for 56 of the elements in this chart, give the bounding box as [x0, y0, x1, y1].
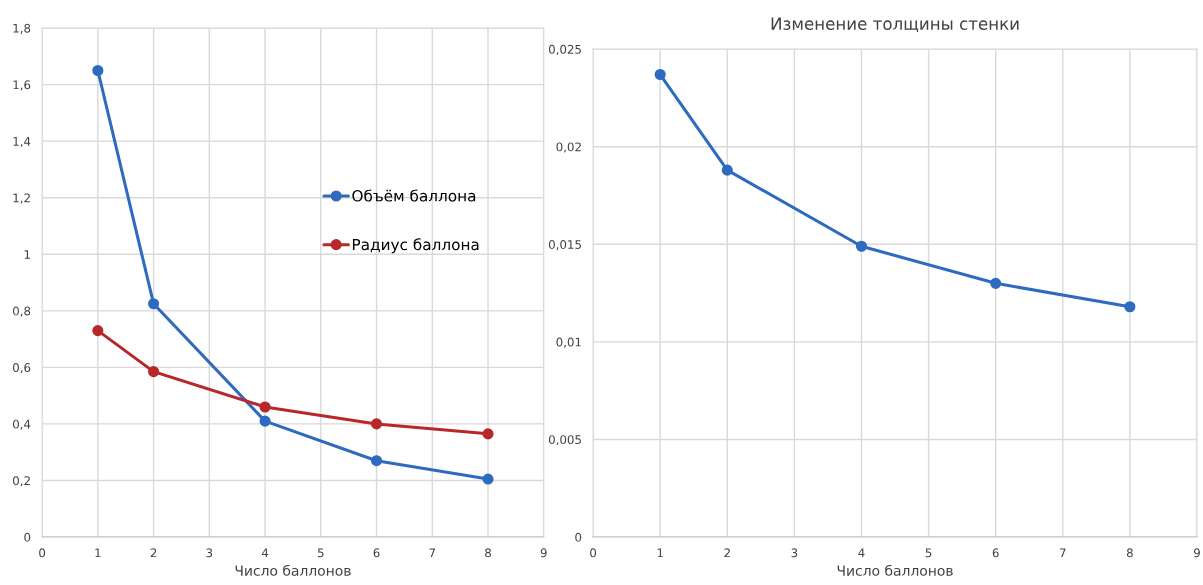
- y-tick-label: 0,02: [556, 142, 581, 153]
- x-tick-label: 7: [429, 548, 436, 558]
- x-tick-label: 3: [206, 548, 213, 558]
- x-axis-title: Число баллонов: [235, 564, 351, 576]
- x-tick-label: 6: [992, 548, 999, 558]
- y-tick-label: 0,005: [548, 435, 581, 446]
- x-tick-label: 3: [791, 548, 798, 558]
- legend-label: Радиус баллона: [352, 238, 479, 254]
- y-tick-label: 1,8: [13, 23, 31, 34]
- point: [148, 366, 160, 378]
- x-tick-label: 2: [724, 548, 730, 558]
- x-tick-label: 0: [590, 548, 597, 558]
- point: [92, 64, 104, 77]
- y-tick-label: 0,4: [13, 419, 31, 430]
- x-tick-label: 5: [317, 548, 324, 558]
- y-tick-label: 0,015: [548, 240, 581, 251]
- x-tick-label: 7: [1060, 548, 1066, 558]
- y-tick-label: 0,2: [13, 476, 30, 487]
- point: [148, 298, 160, 310]
- y-tick-label: 0,025: [548, 44, 581, 55]
- y-tick-label: 0: [24, 532, 31, 542]
- point: [855, 240, 868, 252]
- y-tick-label: 0,6: [13, 363, 31, 374]
- y-tick-label: 1,6: [13, 80, 31, 91]
- x-tick-label: 1: [95, 548, 101, 558]
- point: [259, 401, 271, 413]
- x-tick-label: 8: [1126, 548, 1133, 558]
- x-tick-label: 1: [657, 548, 663, 558]
- legend-label: Объём баллона: [352, 189, 476, 202]
- x-tick-label: 4: [858, 548, 865, 558]
- point: [990, 277, 1002, 289]
- point: [1124, 301, 1136, 313]
- point: [370, 418, 383, 430]
- chart-title: Изменение толщины стенки: [771, 17, 1019, 32]
- x-tick-label: 2: [150, 548, 157, 558]
- y-tick-label: 0: [575, 532, 582, 542]
- y-tick-label: 0,8: [13, 306, 31, 317]
- x-tick-label: 6: [373, 548, 380, 558]
- y-tick-label: 1,4: [13, 137, 31, 148]
- x-tick-label: 8: [485, 548, 491, 558]
- point: [370, 455, 383, 467]
- x-tick-label: 5: [925, 548, 932, 558]
- x-axis-title: Число баллонов: [837, 564, 953, 576]
- y-tick-label: 0,01: [556, 337, 581, 348]
- point: [92, 325, 104, 337]
- point: [482, 428, 494, 440]
- x-tick-label: 9: [540, 548, 547, 558]
- point: [482, 473, 494, 485]
- point: [721, 164, 733, 176]
- x-tick-label: 4: [261, 548, 269, 558]
- point: [654, 68, 666, 81]
- y-tick-label: 1: [24, 250, 30, 259]
- y-tick-label: 1,2: [13, 193, 30, 204]
- x-tick-label: 0: [39, 548, 46, 558]
- point: [259, 415, 271, 427]
- x-tick-label: 9: [1193, 548, 1200, 558]
